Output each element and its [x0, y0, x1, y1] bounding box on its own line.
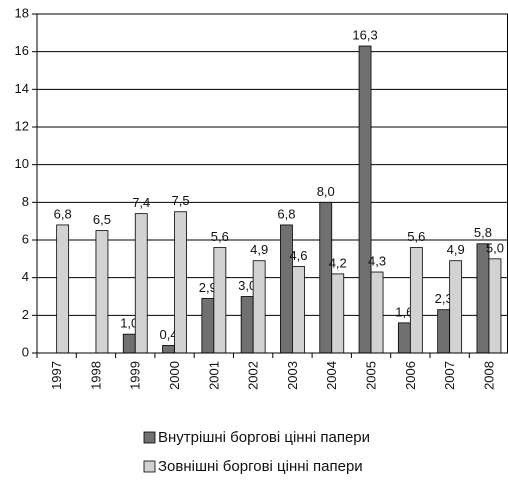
legend-label: Внутрішні боргові цінні папери — [158, 429, 370, 446]
bar — [476, 243, 490, 354]
bar — [174, 211, 187, 354]
x-tick-label: 2003 — [285, 361, 300, 390]
value-label: 6,5 — [93, 212, 111, 227]
bar — [122, 333, 136, 354]
x-tick-label: 2002 — [246, 361, 261, 390]
value-label: 4,9 — [447, 242, 465, 257]
x-tick-label: 1998 — [88, 361, 103, 390]
y-tick-label: 10 — [15, 156, 29, 171]
y-tick-label: 0 — [22, 344, 29, 359]
x-tick-label: 2007 — [442, 361, 457, 390]
value-label: 2,9 — [199, 280, 217, 295]
bar — [292, 265, 305, 354]
bar — [409, 247, 423, 354]
x-tick-label: 2008 — [481, 361, 496, 390]
bar — [370, 271, 384, 354]
x-tick-label: 1999 — [128, 361, 143, 390]
value-label: 2,3 — [435, 291, 453, 306]
y-tick-label: 8 — [22, 194, 29, 209]
bar — [201, 297, 215, 354]
x-tick-label: 1997 — [49, 361, 64, 390]
value-label: 4,2 — [329, 255, 347, 270]
bar — [331, 273, 345, 354]
value-label: 5,0 — [486, 240, 504, 255]
x-tick-label: 2005 — [363, 361, 378, 390]
y-tick-label: 14 — [15, 81, 29, 96]
value-label: 1,6 — [395, 304, 413, 319]
value-label: 3,0 — [238, 278, 256, 293]
bar — [134, 213, 148, 354]
value-label: 8,0 — [317, 184, 335, 199]
value-label: 4,3 — [368, 253, 386, 268]
bar — [397, 322, 411, 354]
x-tick-label: 2006 — [403, 361, 418, 390]
value-label: 6,8 — [277, 206, 295, 221]
value-label: 5,6 — [407, 229, 425, 244]
value-label: 4,9 — [250, 242, 268, 257]
y-tick-label: 6 — [22, 231, 29, 246]
value-label: 5,8 — [474, 225, 492, 240]
legend-swatch — [143, 460, 156, 473]
x-tick-label: 2004 — [324, 361, 339, 390]
bar — [240, 296, 254, 354]
y-tick-label: 12 — [15, 118, 29, 133]
value-label: 7,5 — [172, 193, 190, 208]
bar — [162, 345, 175, 354]
x-tick-label: 2000 — [167, 361, 182, 390]
bar — [437, 309, 451, 354]
y-tick-label: 2 — [22, 307, 29, 322]
bar — [213, 247, 227, 354]
bar — [319, 201, 333, 354]
x-tick-label: 2001 — [206, 361, 221, 390]
legend-label: Зовнішні боргові цінні папери — [158, 458, 363, 475]
value-label: 5,6 — [211, 229, 229, 244]
value-label: 1,0 — [120, 316, 138, 331]
bar — [280, 224, 293, 354]
value-label: 7,4 — [132, 195, 150, 210]
value-label: 6,8 — [54, 206, 72, 221]
value-label: 0,4 — [160, 327, 178, 342]
bar — [449, 260, 463, 354]
y-tick-label: 16 — [15, 43, 29, 58]
bar — [252, 260, 266, 354]
bar — [95, 230, 109, 354]
value-label: 16,3 — [352, 27, 377, 42]
y-tick-label: 4 — [22, 269, 29, 284]
bar — [358, 45, 372, 354]
y-tick-label: 18 — [15, 5, 29, 20]
legend-swatch — [143, 431, 156, 444]
bar — [488, 258, 502, 354]
value-label: 4,6 — [289, 248, 307, 263]
bar — [56, 224, 70, 354]
